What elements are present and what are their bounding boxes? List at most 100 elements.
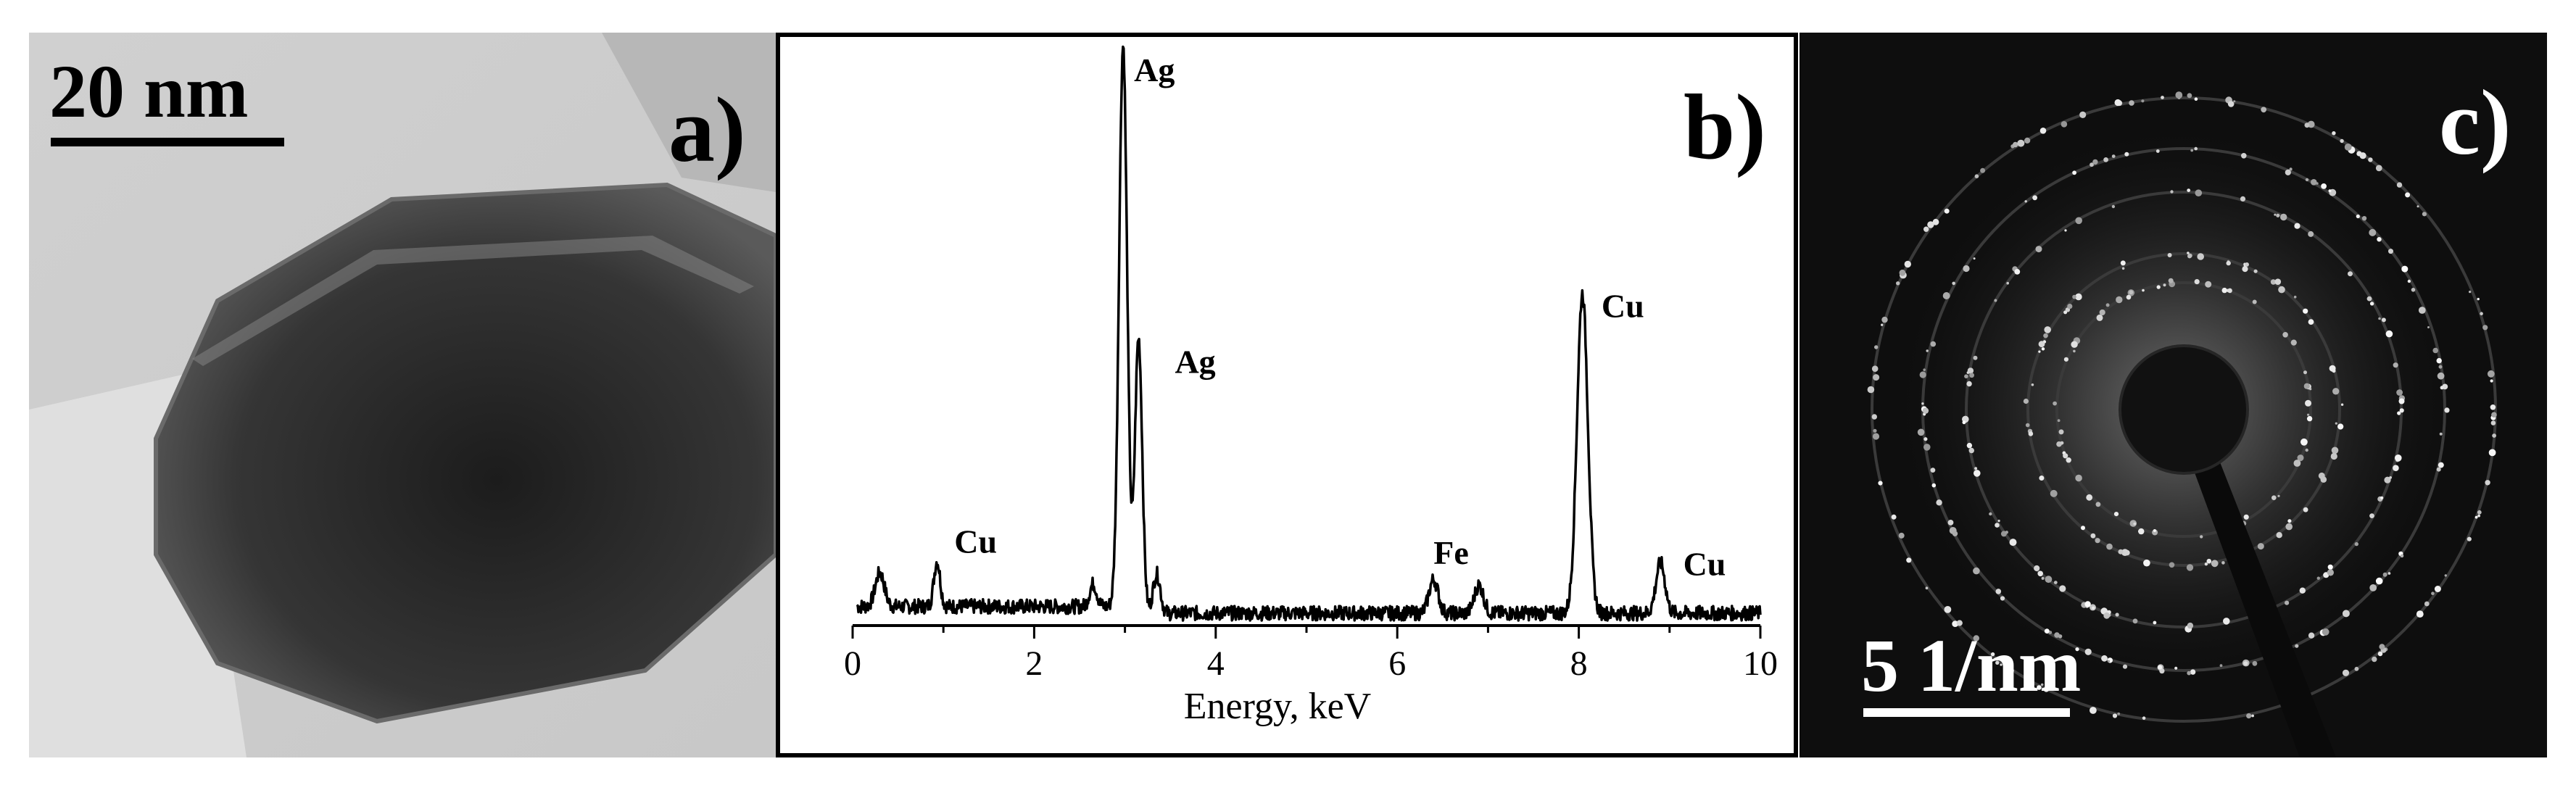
diffraction-spot <box>2000 663 2003 666</box>
diffraction-spot <box>2120 260 2126 266</box>
diffraction-spot <box>2044 628 2050 634</box>
diffraction-spot <box>2090 533 2096 539</box>
diffraction-spot <box>1923 368 1926 371</box>
diffraction-spot <box>1923 444 1931 451</box>
diffraction-spot <box>1906 557 1912 563</box>
diffraction-spot <box>1944 208 1950 214</box>
diffraction-spot <box>2477 510 2482 515</box>
diffraction-spot <box>2431 591 2435 595</box>
diffraction-spot <box>2126 294 2132 300</box>
diffraction-rings <box>1867 91 2497 723</box>
diffraction-spot <box>2477 297 2480 301</box>
diffraction-spot <box>2044 326 2051 333</box>
diffraction-spot <box>2294 223 2300 229</box>
edx-spectrum-chart: 0 2 4 6 8 10 Cu Ag Ag Fe Cu Cu Energy, keV <box>844 45 1778 727</box>
diffraction-spot <box>2485 480 2490 486</box>
diffraction-spot <box>2257 543 2264 550</box>
diffraction-spot <box>2043 333 2048 339</box>
x-tick-label: 2 <box>1025 644 1043 683</box>
diffraction-spot <box>2124 151 2129 157</box>
diffraction-spot <box>2187 622 2194 629</box>
diffraction-spot <box>1881 323 1884 326</box>
diffraction-spot <box>2306 415 2313 422</box>
diffraction-spot <box>2000 596 2005 601</box>
diffraction-spot <box>2303 370 2307 375</box>
diffraction-spot <box>1873 374 1880 381</box>
diffraction-spot <box>1973 567 1980 575</box>
tem-image-panel: 20 nm a) <box>29 33 776 757</box>
diffraction-spot <box>2337 423 2344 430</box>
diffraction-spot <box>2099 309 2105 316</box>
diffraction-spot <box>2187 188 2191 192</box>
diffraction-spot <box>2385 330 2393 338</box>
diffraction-spot <box>2159 668 2165 674</box>
diffraction-spot <box>1974 467 1978 470</box>
diffraction-spot <box>1932 218 1939 225</box>
diffraction-spot <box>2432 347 2438 354</box>
diffraction-spot <box>2377 237 2382 242</box>
diffraction-spot <box>2380 496 2384 500</box>
diffraction-spot <box>2045 576 2053 584</box>
diffraction-spot <box>2381 317 2386 323</box>
diffraction-spot <box>2187 254 2192 259</box>
diffraction-spot <box>2382 572 2387 577</box>
diffraction-spot <box>1871 414 1877 420</box>
diffraction-spot <box>2204 562 2208 566</box>
diffraction-spot <box>2043 686 2050 692</box>
diffraction-spot <box>1926 349 1929 352</box>
diffraction-spot <box>1995 660 2000 665</box>
diffraction-spot <box>2271 495 2277 500</box>
diffraction-spot <box>1871 365 1879 372</box>
diffraction-spot <box>2340 403 2344 406</box>
diffraction-spot <box>2092 606 2095 610</box>
diffraction-spot <box>2129 100 2134 106</box>
diffraction-spot <box>2233 100 2236 103</box>
diffraction-spot <box>2129 290 2134 295</box>
diffraction-spot <box>2223 618 2230 625</box>
diffraction-spot <box>2226 260 2231 266</box>
diffraction-spot <box>2081 526 2085 531</box>
diffraction-spot <box>2331 447 2339 454</box>
diffraction-spot <box>2143 559 2150 567</box>
diffraction-spot <box>2059 585 2066 592</box>
diffraction-spot <box>1968 447 1974 454</box>
diffraction-spot <box>2039 128 2047 134</box>
diffraction-spot <box>2308 319 2314 325</box>
diffraction-spot <box>2396 389 2403 396</box>
diffraction-spot <box>2342 610 2350 618</box>
diffraction-spot <box>2276 532 2282 539</box>
diffraction-spot <box>2013 141 2018 148</box>
diffraction-spot <box>2161 96 2164 99</box>
diffraction-spot <box>1930 468 1936 473</box>
diffraction-spot <box>2321 183 2327 189</box>
diffraction-spot <box>1952 531 1958 536</box>
x-axis-ticks: 0 2 4 6 8 10 <box>844 626 1778 683</box>
diffraction-spot <box>2393 362 2398 368</box>
diffraction-spot <box>2396 182 2403 188</box>
diffraction-spot <box>2407 279 2411 283</box>
diffraction-spot <box>1922 407 1929 414</box>
diffraction-spot <box>2418 307 2426 314</box>
diffraction-spot <box>2354 541 2358 547</box>
diffraction-spot <box>2369 228 2377 236</box>
diffraction-spot <box>2227 101 2235 107</box>
peak-label-cu: Cu <box>954 523 997 560</box>
diffraction-spot <box>2111 204 2116 209</box>
diffraction-spot <box>2305 178 2309 182</box>
diffraction-spot <box>2348 271 2353 277</box>
diffraction-spot <box>2322 628 2329 636</box>
diffraction-spot <box>2118 549 2124 555</box>
diffraction-spot <box>2487 370 2495 378</box>
diffraction-spot <box>1967 368 1974 374</box>
diffraction-spot <box>2075 293 2082 301</box>
diffraction-spot <box>2006 281 2009 285</box>
diffraction-spot <box>2106 543 2113 550</box>
x-tick-label: 10 <box>1743 644 1778 683</box>
diffraction-spot <box>1974 470 1981 477</box>
peak-label-ag: Ag <box>1175 344 1215 381</box>
diffraction-spot <box>2103 612 2111 619</box>
diffraction-spot <box>2187 93 2192 99</box>
diffraction-spot <box>2397 411 2401 415</box>
diffraction-spot <box>1930 341 1937 347</box>
diffraction-spot <box>2205 281 2212 288</box>
